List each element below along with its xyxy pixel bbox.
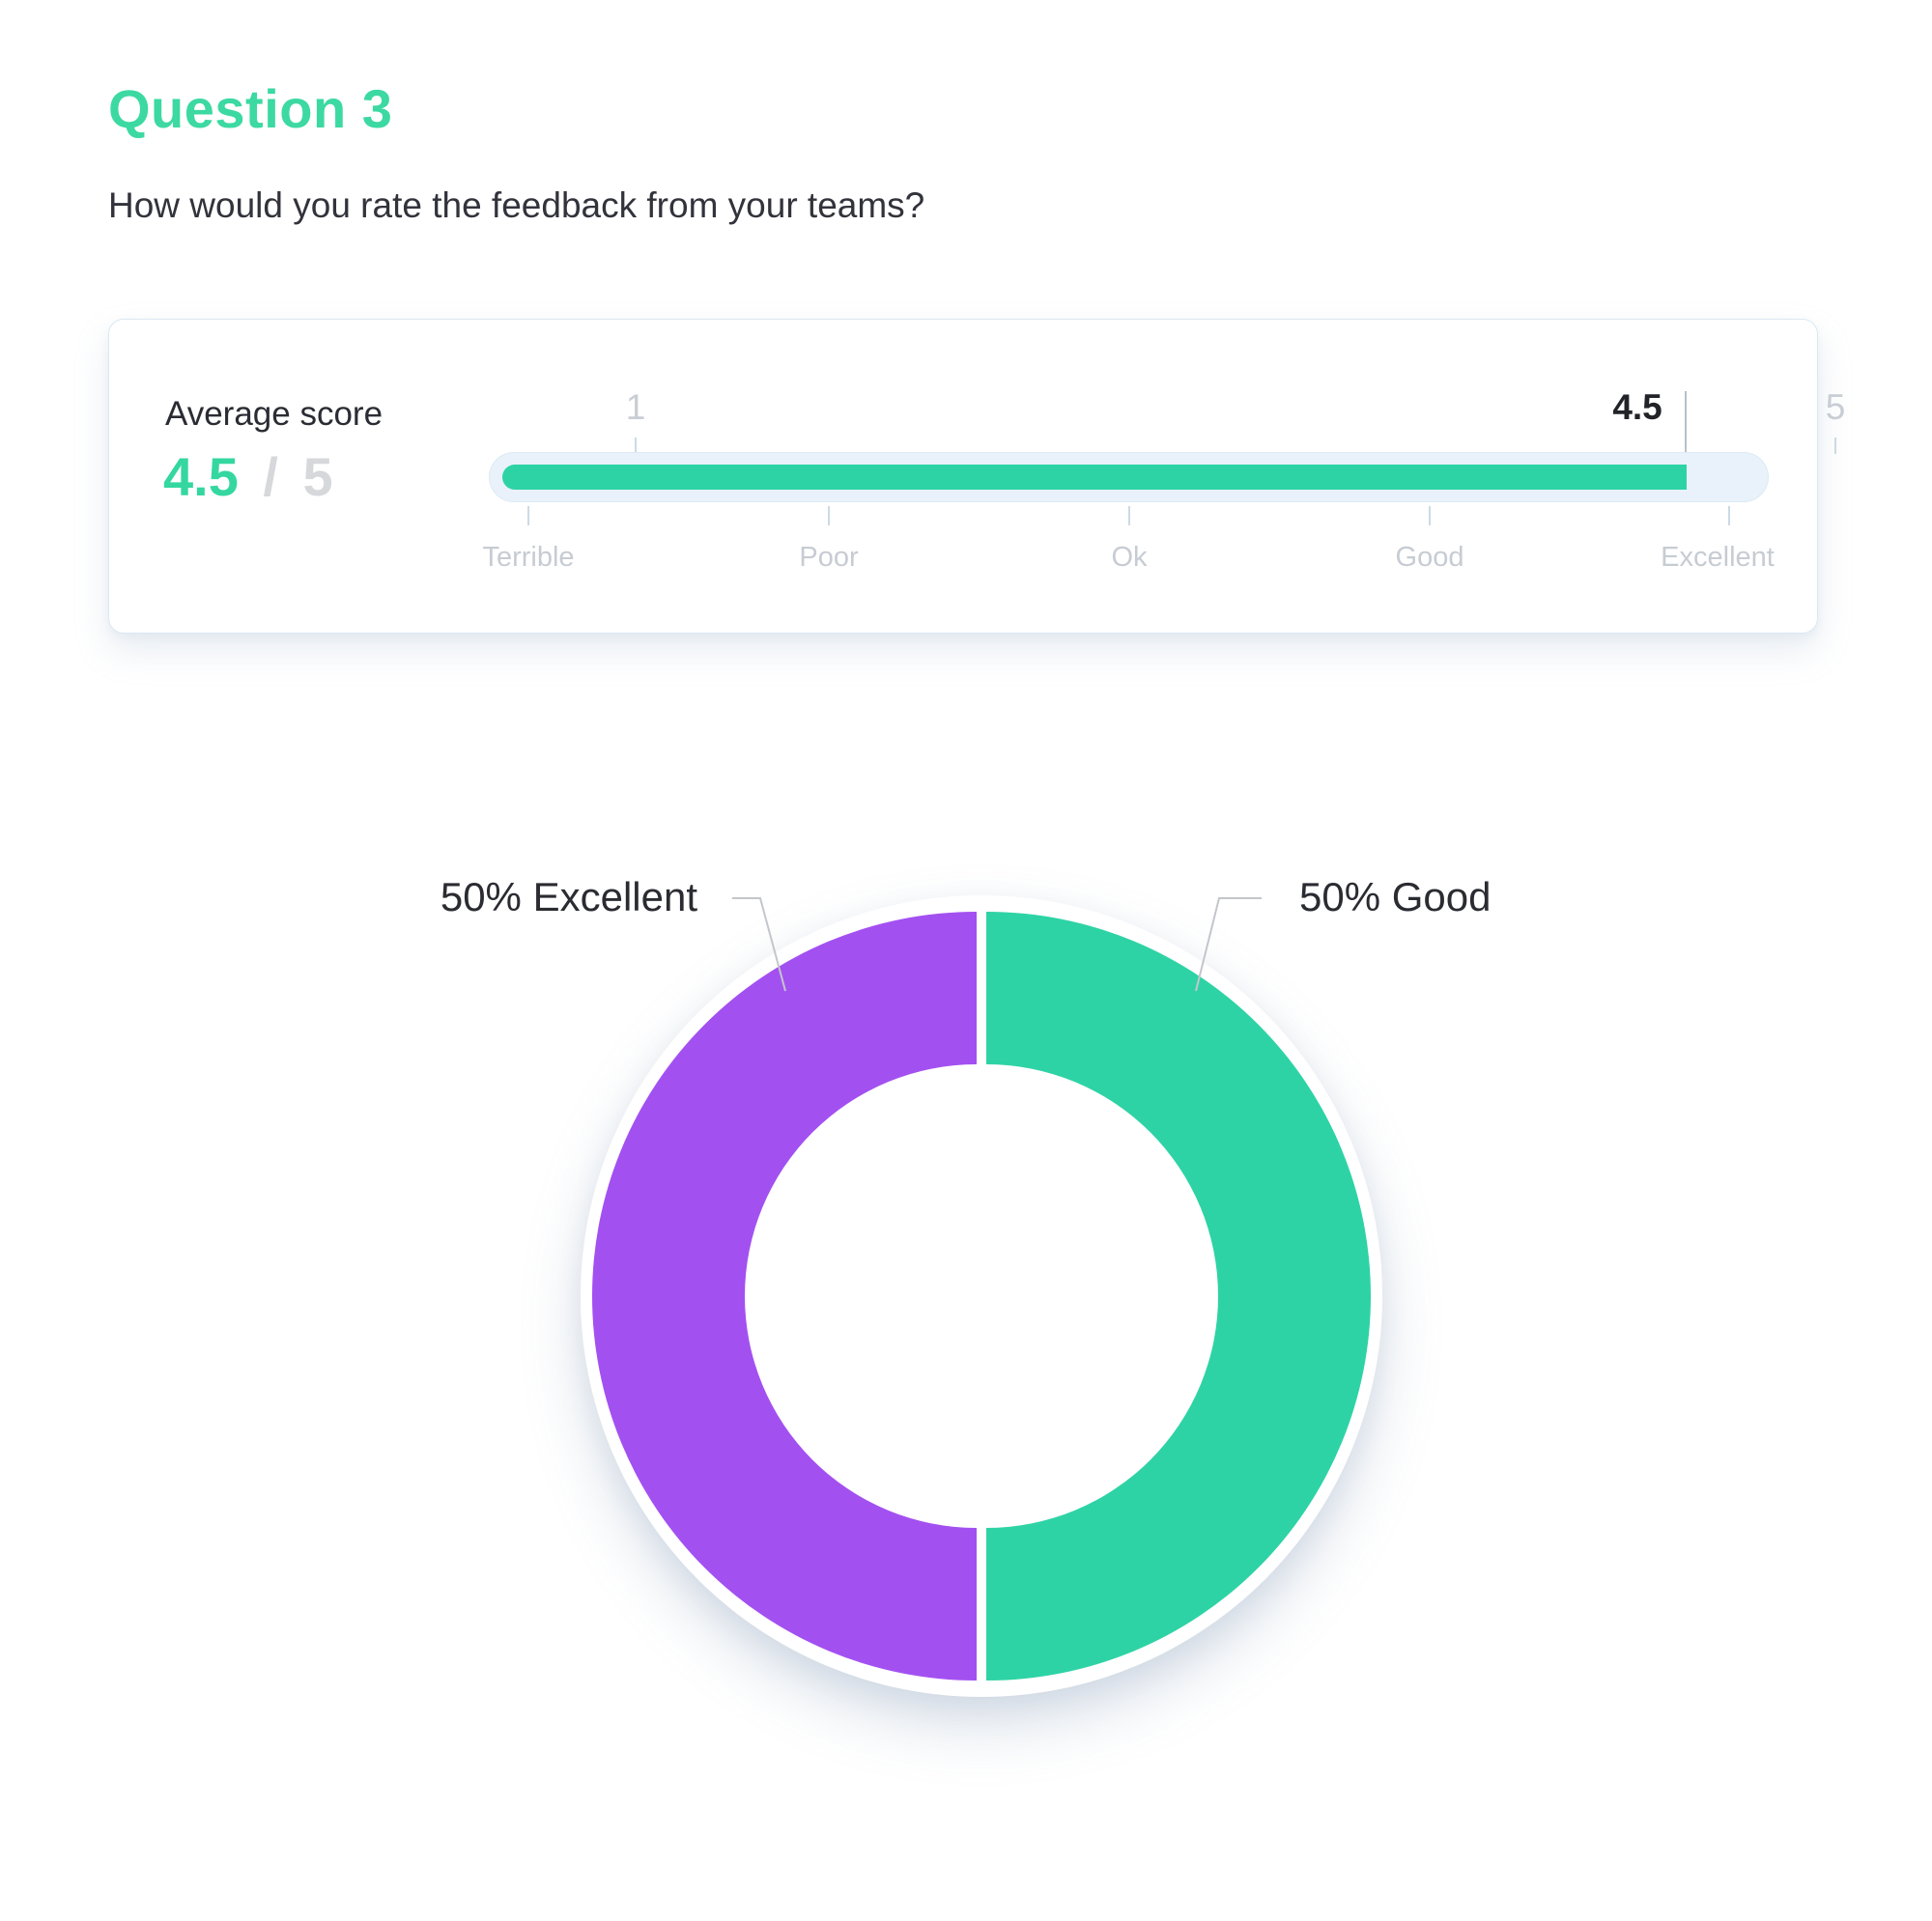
scale-tick-ok bbox=[1128, 506, 1130, 525]
scale-max-number: 5 bbox=[1825, 387, 1846, 427]
score-marker-line bbox=[1684, 391, 1687, 492]
scale-tick-terrible bbox=[527, 506, 529, 525]
scale-word-poor: Poor bbox=[799, 542, 859, 573]
donut-slice-excellent bbox=[592, 912, 977, 1681]
score-max: 5 bbox=[302, 446, 333, 507]
scale-min-number: 1 bbox=[625, 387, 646, 427]
score-value-row: 4.5 / 5 bbox=[163, 445, 333, 508]
score-bar-track bbox=[489, 452, 1769, 502]
score-separator: / bbox=[263, 446, 278, 507]
average-score-label: Average score bbox=[165, 395, 384, 433]
scale-word-excellent: Excellent bbox=[1661, 542, 1775, 573]
scale-tick-top-min bbox=[635, 438, 637, 454]
score-marker-label: 4.5 bbox=[1612, 387, 1662, 427]
score-bar-fill bbox=[502, 465, 1687, 490]
scale-tick-poor bbox=[828, 506, 830, 525]
scale-word-ok: Ok bbox=[1111, 542, 1148, 573]
callout-label-excellent: 50% Excellent bbox=[440, 874, 697, 919]
scale-word-terrible: Terrible bbox=[482, 542, 575, 573]
average-score-card: Average score 4.5 / 5 1 4.5 5 Terrible P… bbox=[108, 319, 1845, 634]
page-title: Question 3 bbox=[108, 78, 393, 139]
callout-label-good: 50% Good bbox=[1299, 874, 1492, 919]
scale-tick-top-max bbox=[1834, 438, 1836, 454]
score-value: 4.5 bbox=[163, 446, 239, 507]
scale-tick-excellent bbox=[1728, 506, 1730, 525]
scale-tick-good bbox=[1429, 506, 1431, 525]
donut-chart bbox=[592, 912, 1371, 1681]
scale-word-good: Good bbox=[1395, 542, 1464, 573]
question-text: How would you rate the feedback from you… bbox=[108, 185, 925, 225]
donut-slice-good bbox=[986, 912, 1371, 1681]
